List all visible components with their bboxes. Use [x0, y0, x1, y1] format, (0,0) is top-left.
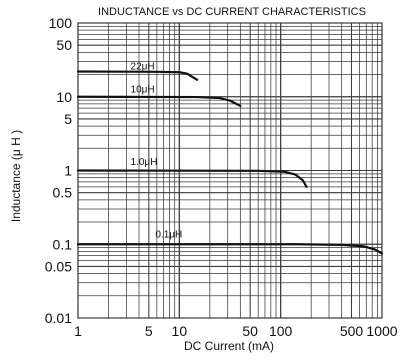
- series-label-4: 0.1μH: [155, 229, 182, 240]
- series-line-4: [76, 243, 384, 255]
- y-tick-label: 0.1: [53, 236, 73, 252]
- x-tick-label: 50: [242, 323, 258, 339]
- y-tick-label: 10: [56, 89, 72, 105]
- y-axis-label: Inductance (μ H ): [9, 130, 23, 222]
- series-labels: 22μH 10μH 1.0μH 0.1μH: [131, 61, 183, 240]
- series-label-1: 22μH: [131, 61, 155, 72]
- series-line-1: [76, 70, 199, 81]
- y-tick-label: 50: [56, 37, 72, 53]
- series-line-3: [76, 169, 308, 188]
- y-tick-label: 100: [49, 15, 73, 31]
- x-tick-label: 5: [145, 323, 153, 339]
- y-tick-label: 5: [64, 111, 72, 127]
- y-tick-label: 0.01: [45, 310, 72, 326]
- x-axis-label: DC Current (mA): [184, 339, 274, 353]
- series-label-2: 10μH: [131, 85, 155, 96]
- axis-ticks: 1 5 10 50 100 500 1000 100 50 10 5 1 0.5 0.1 0.05 0.01: [45, 15, 398, 339]
- chart-title: INDUCTANCE vs DC CURRENT CHARACTERISTICS: [98, 6, 366, 18]
- y-tick-label: 0.05: [45, 258, 72, 274]
- chart-series: [76, 70, 384, 255]
- x-tick-label: 1: [74, 323, 82, 339]
- x-tick-label: 10: [172, 323, 188, 339]
- y-tick-label: 1: [64, 163, 72, 179]
- y-tick-label: 0.5: [53, 185, 73, 201]
- x-tick-label: 100: [269, 323, 293, 339]
- series-line-2: [76, 95, 242, 108]
- series-label-3: 1.0μH: [131, 157, 158, 168]
- x-tick-label: 1000: [366, 323, 397, 339]
- x-tick-label: 500: [340, 323, 364, 339]
